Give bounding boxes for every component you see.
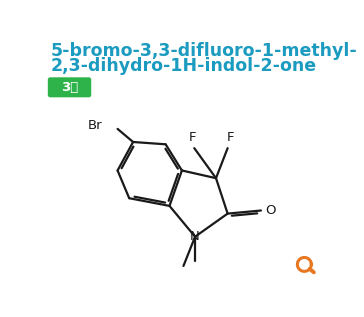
FancyBboxPatch shape <box>48 77 91 97</box>
Text: 5-bromo-3,3-difluoro-1-methyl-: 5-bromo-3,3-difluoro-1-methyl- <box>50 42 357 60</box>
Text: 2,3-dihydro-1H-indol-2-one: 2,3-dihydro-1H-indol-2-one <box>50 57 316 75</box>
Text: F: F <box>227 131 234 144</box>
Text: F: F <box>189 131 197 144</box>
Text: O: O <box>265 204 276 217</box>
Text: 3级: 3级 <box>61 81 78 94</box>
Text: Br: Br <box>87 119 102 132</box>
Text: N: N <box>190 230 200 243</box>
